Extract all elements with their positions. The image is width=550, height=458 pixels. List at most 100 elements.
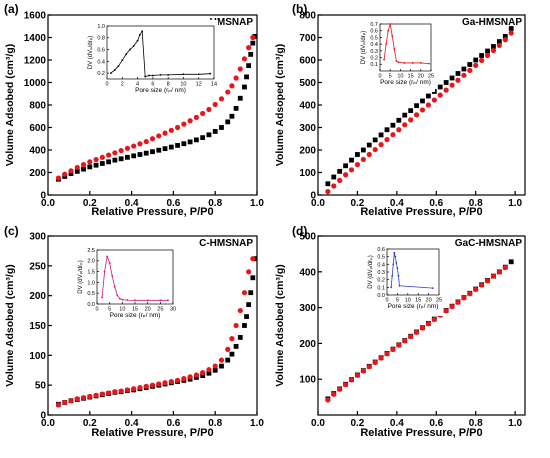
inset-data-point <box>389 23 392 25</box>
x-axis-label: Relative Pressure, P/P0 <box>360 206 482 218</box>
data-point-circle <box>449 82 455 88</box>
y-tick-label: 800 <box>299 11 316 22</box>
inset-x-tick-label: 10 <box>397 74 403 80</box>
data-point-circle <box>225 346 231 352</box>
data-point-circle <box>112 150 118 156</box>
data-point-circle <box>502 264 508 271</box>
x-tick-label: 0.4 <box>125 198 139 209</box>
data-point-circle <box>212 101 218 108</box>
inset-data-point <box>419 62 422 64</box>
data-point-circle <box>62 171 68 177</box>
inset-data-point <box>159 73 162 76</box>
inset-data-point <box>126 299 129 302</box>
data-point-square <box>343 163 348 169</box>
data-point-circle <box>467 67 473 73</box>
data-point-square <box>68 171 74 177</box>
data-point-square <box>378 132 384 138</box>
panel-label: (a) <box>4 2 19 16</box>
inset-data-point <box>395 60 398 62</box>
inset-data-point <box>113 285 116 288</box>
inset-pore-size-line <box>110 30 211 78</box>
x-tick-label: 0.8 <box>469 418 483 429</box>
inset-x-tick-label: 8 <box>167 82 170 88</box>
inset-background <box>89 20 218 100</box>
data-point-circle <box>62 399 68 406</box>
data-point-circle <box>68 398 74 404</box>
y-tick-label: 200 <box>299 339 316 350</box>
data-point-square <box>212 129 218 134</box>
inset-x-tick-label: 2 <box>121 82 124 88</box>
data-point-circle <box>233 75 239 81</box>
data-point-circle <box>93 392 99 398</box>
data-point-circle <box>455 77 461 83</box>
inset-y-tick-label: 0.6 <box>370 29 378 35</box>
data-point-square <box>455 71 461 76</box>
data-point-square <box>355 152 360 157</box>
data-point-circle <box>246 269 252 275</box>
inset-data-point <box>106 255 109 258</box>
x-tick-label: 0.2 <box>83 418 97 429</box>
data-point-circle <box>80 162 87 168</box>
y-tick-label: 250 <box>29 261 46 272</box>
y-tick-label: 1200 <box>24 56 47 67</box>
inset-data-point <box>132 45 135 47</box>
data-point-circle <box>187 374 193 380</box>
inset-plot: 0 2 4 6 8 10 12 14 0.2 0.4 0.6 0.8 1.0 Pore size (rₚ/… <box>88 20 218 100</box>
data-point-circle <box>218 96 225 102</box>
data-point-square <box>99 161 105 166</box>
inset-y-tick-label: 0.1 <box>370 62 378 68</box>
inset-data-point <box>111 275 114 277</box>
y-tick-label: 200 <box>299 146 316 157</box>
data-point-square <box>200 135 206 141</box>
inset-data-point <box>197 73 200 76</box>
x-tick-label: 0.0 <box>311 198 325 209</box>
data-point-square <box>337 168 343 174</box>
data-point-circle <box>343 381 349 388</box>
data-point-square <box>390 122 396 128</box>
data-point-circle <box>384 351 390 357</box>
data-point-circle <box>502 37 508 43</box>
data-point-circle <box>241 290 248 296</box>
x-tick-label: 0.8 <box>208 418 222 429</box>
inset-x-tick-label: 20 <box>426 298 432 304</box>
y-tick-label: 0 <box>310 191 316 202</box>
inset-data-point <box>144 75 147 78</box>
data-point-circle <box>479 282 485 288</box>
inset-y-tick-label: 1.0 <box>97 24 105 30</box>
data-point-square <box>325 181 331 187</box>
data-point-circle <box>419 325 426 331</box>
data-point-square <box>485 48 490 54</box>
data-point-square <box>372 137 378 143</box>
inset-axes-frame <box>379 23 432 72</box>
sample-name: C-HMSNAP <box>199 238 253 249</box>
data-point-circle <box>143 138 149 145</box>
data-point-circle <box>443 308 449 314</box>
inset-data-point <box>391 274 394 277</box>
data-point-circle <box>55 402 62 408</box>
inset-plot: 0 5 10 15 20 25 0.0 0.10.2 0.3 0.40.5 0.6 Pore size… <box>368 243 443 316</box>
inset-x-tick-label: 0 <box>95 307 98 313</box>
inset-data-point <box>387 29 390 32</box>
x-tick-label: 0.6 <box>166 418 180 429</box>
inset-y-tick-label: 0.4 <box>377 262 385 268</box>
inset-y-axis-label: DV (dVₚ/drₚ) <box>88 36 94 69</box>
data-point-circle <box>131 386 137 392</box>
data-point-circle <box>408 333 414 340</box>
data-point-circle <box>402 338 408 344</box>
y-tick-label: 400 <box>29 146 46 157</box>
data-point-circle <box>174 377 181 383</box>
data-point-square <box>508 259 514 265</box>
inset-data-point <box>101 296 103 299</box>
inset-data-point <box>103 270 106 273</box>
x-tick-label: 1.0 <box>508 418 522 429</box>
data-point-circle <box>390 346 396 353</box>
data-point-square <box>143 150 149 156</box>
data-point-circle <box>348 167 355 173</box>
inset-x-tick-label: 14 <box>211 82 217 88</box>
data-point-circle <box>331 183 337 189</box>
inset-x-tick-label: 15 <box>408 74 414 80</box>
data-point-circle <box>106 390 112 396</box>
data-point-square <box>242 84 247 90</box>
y-tick-label: 500 <box>299 78 316 89</box>
inset-x-tick-label: 30 <box>170 307 176 313</box>
